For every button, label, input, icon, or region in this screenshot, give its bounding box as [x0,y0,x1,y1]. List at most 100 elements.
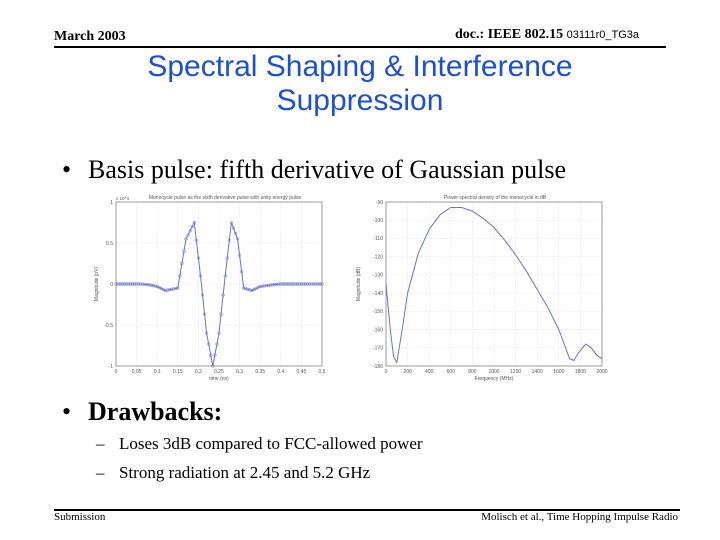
pulse-data-point [120,282,124,286]
pulse-data-point [264,283,269,288]
pulse-data-point [124,282,128,286]
pulse-data-point [217,331,221,335]
y-tick-label: 1 [110,200,113,206]
pulse-data-point [182,249,186,253]
y-tick-label: -110 [373,236,383,242]
pulse-chart: Monocycle pulse as the sixth derivative … [94,195,326,382]
pulse-data-point [303,282,308,286]
pulse-data-point [151,283,155,288]
pulse-data-point [196,256,201,260]
header-date: March 2003 [54,29,126,44]
pulse-data-point [231,226,236,230]
psd-chart-y-ticks: -90 -100 -110 -120 -130 -140 -150 -160 -170 -180 [373,200,383,370]
pulse-data-point [153,284,157,288]
pulse-data-point [215,342,219,346]
pulse-data-point [281,282,285,286]
pulse-data-point [122,282,126,286]
header-doc-prefix: doc.: IEEE 802.15 [455,27,564,42]
pulse-data-point [184,237,188,241]
x-tick-label: 0.45 [297,369,307,375]
x-tick-label: 1800 [575,369,586,375]
subitem-text: Loses 3dB compared to FCC-allowed power [119,434,423,453]
y-tick-label: -1 [109,364,114,370]
x-tick-label: 0.05 [132,369,142,375]
pulse-data-point [254,286,258,291]
x-tick-label: 400 [425,369,434,375]
pulse-data-point [297,282,301,286]
header-doc-suffix: 03111r0_TG3a [566,29,639,41]
y-tick-label: -180 [373,364,383,370]
slide-title-line1: Spectral Shaping & Interference [147,50,573,83]
slide-title-line2: Suppression [276,84,444,117]
bullet-drawbacks: • Drawbacks: [62,397,222,427]
dash-icon: – [96,434,105,453]
pulse-data-point [223,274,227,278]
pulse-chart-x-ticks: 0 0.05 0.1 0.15 0.2 0.25 0.3 0.35 0.4 0.45 0.5 [115,369,326,375]
bullet-basis-text: Basis pulse: fifth derivative of Gaussia… [88,155,567,184]
footer-rule [54,509,680,511]
pulse-data-point [114,282,118,286]
pulse-data-point [139,282,143,286]
pulse-data-point [227,238,231,242]
pulse-data-point [172,287,176,291]
pulse-chart-markers [114,220,324,368]
pulse-chart-y-ticks: 1 0.5 0 -0.5 -1 [104,200,113,370]
x-tick-label: 0.4 [277,369,284,375]
y-tick-label: -130 [373,273,383,279]
pulse-data-point [169,287,174,291]
pulse-data-point [116,282,120,286]
x-tick-label: 200 [403,369,412,375]
pulse-data-point [200,293,205,297]
pulse-data-point [320,282,324,286]
pulse-data-point [262,284,266,288]
pulse-data-point [229,220,234,225]
pulse-data-point [293,282,297,286]
pulse-data-point [260,284,264,288]
pulse-data-point [314,282,318,286]
pulse-data-point [277,282,281,286]
pulse-data-point [312,282,316,286]
pulse-chart-series-line [116,220,322,367]
pulse-data-point [126,282,131,286]
x-tick-label: 0 [385,369,388,375]
pulse-data-point [149,283,153,287]
footer-authors: Molisch et al., Time Hopping Impulse Rad… [481,511,678,523]
pulse-data-point [165,288,170,292]
y-tick-label: -90 [376,200,383,206]
x-tick-label: 0.15 [173,369,183,375]
pulse-data-point [305,282,310,286]
pulse-data-point [190,224,194,229]
pulse-data-point [285,282,289,286]
pulse-data-point [145,282,149,287]
subitem-power-loss: – Loses 3dB compared to FCC-allowed power [96,433,423,455]
x-tick-label: 0 [115,369,118,375]
pulse-data-point [270,283,275,287]
pulse-data-point [194,238,198,242]
x-tick-label: 1000 [488,369,499,375]
x-tick-label: 0.25 [214,369,224,375]
psd-chart-series-line [385,207,603,364]
x-tick-label: 800 [468,369,477,375]
pulse-data-point [233,231,238,236]
x-tick-label: 1200 [510,369,521,375]
pulse-data-point [301,282,306,286]
pulse-chart-multiplier: x 10^4 [116,196,130,201]
y-tick-label: -150 [373,309,383,315]
pulse-data-point [132,282,137,286]
pulse-data-point [246,287,250,291]
y-tick-label: -170 [373,346,383,352]
psd-chart: Power spectral density of the monocycle … [356,195,608,382]
y-tick-label: 0 [110,282,113,288]
pulse-data-point [272,282,277,287]
pulse-data-point [180,261,184,266]
pulse-data-point [178,274,182,278]
pulse-data-point [211,364,215,368]
pulse-data-point [213,353,217,357]
pulse-data-point [237,253,242,257]
pulse-data-point [268,283,273,287]
pulse-chart-title: Monocycle pulse as the sixth derivative … [149,195,302,201]
pulse-chart-xlabel: time (ns) [209,376,229,382]
pulse-data-point [207,342,211,346]
x-tick-label: 600 [447,369,456,375]
subitem-radiation: – Strong radiation at 2.45 and 5.2 GHz [96,462,370,484]
